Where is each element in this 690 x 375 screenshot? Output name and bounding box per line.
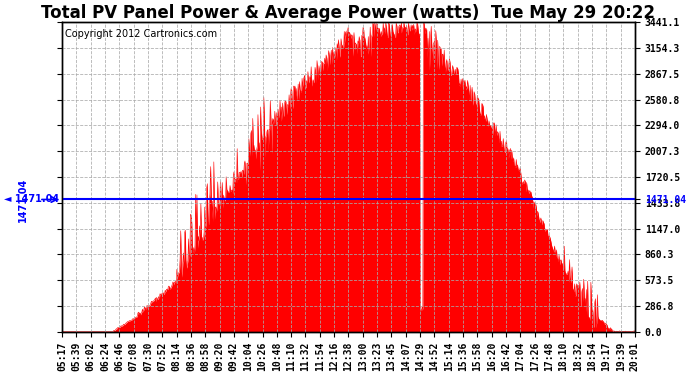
Text: ◄ 1471.04: ◄ 1471.04 (4, 195, 59, 204)
Text: Copyright 2012 Cartronics.com: Copyright 2012 Cartronics.com (65, 28, 217, 39)
Title: Total PV Panel Power & Average Power (watts)  Tue May 29 20:22: Total PV Panel Power & Average Power (wa… (41, 4, 655, 22)
Text: 1471.04: 1471.04 (17, 177, 28, 222)
